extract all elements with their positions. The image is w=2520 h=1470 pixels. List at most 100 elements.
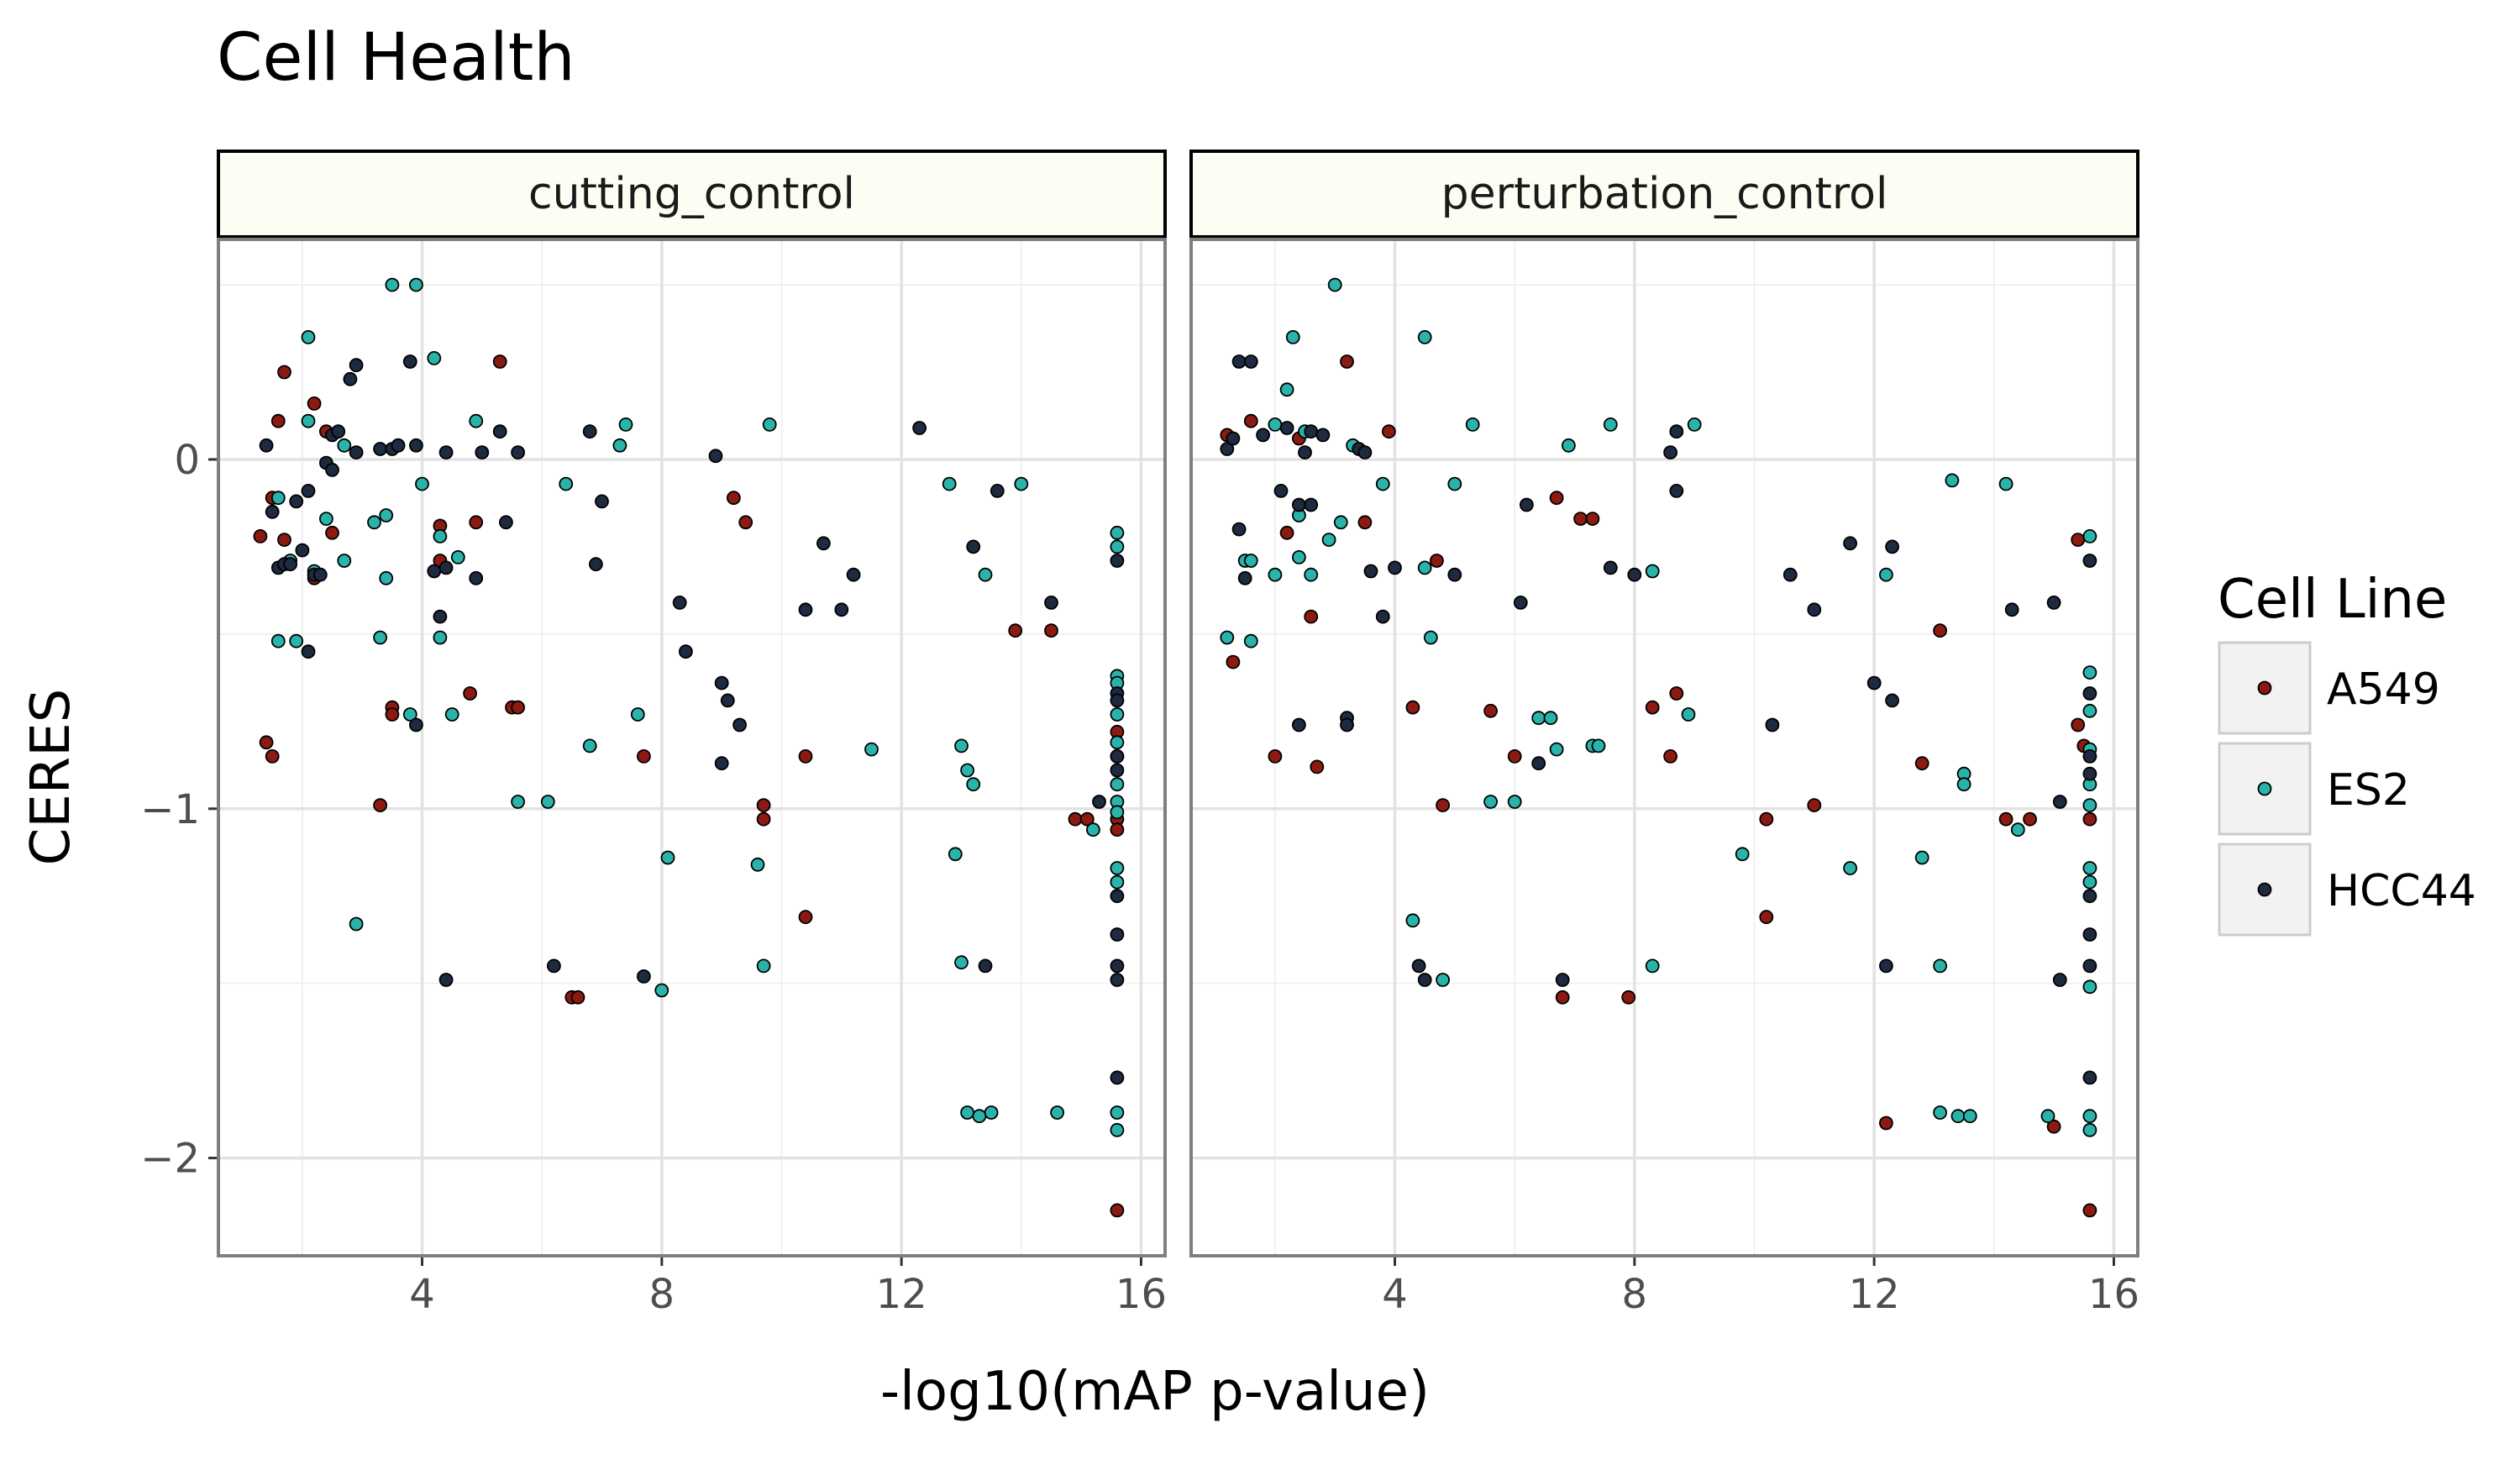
legend-entry-hcc44: HCC44 [2218,843,2476,937]
x-tick-label: 12 [1849,1271,1900,1318]
data-point [283,557,298,572]
data-point [1405,913,1420,928]
data-point [679,644,693,659]
y-axis-title: CERES [20,689,82,866]
data-point [1430,554,1444,568]
data-point [2052,795,2067,809]
data-point [912,421,927,435]
data-point [408,277,423,292]
data-point [1110,822,1125,837]
data-point [1962,1109,1977,1124]
data-point [492,354,507,369]
data-point [270,491,286,506]
data-point [1520,497,1534,512]
data-point [1549,491,1564,506]
data-point [1603,560,1618,575]
data-point [367,515,381,530]
data-point [1878,958,1893,974]
data-point [2082,703,2097,718]
data-point [312,567,328,582]
data-point [373,630,388,645]
legend-entry-a549: A549 [2218,641,2440,735]
data-point [1243,354,1258,369]
data-point [475,445,490,459]
data-point [1807,602,1822,617]
data-point [1079,811,1095,827]
series-hcc44 [259,354,1125,1085]
data-point [2082,749,2097,764]
data-point [408,717,423,732]
data-point [1585,512,1600,526]
data-point [756,811,771,827]
data-point [637,749,651,764]
data-point [708,449,723,464]
data-point [402,707,417,722]
data-point [798,749,813,764]
data-point [1531,756,1546,771]
y-tick-label: 0 [174,437,200,484]
x-tick-label: 8 [649,1271,675,1318]
data-point [1327,277,1342,292]
data-point [1885,539,1900,554]
legend-label: ES2 [2327,765,2410,816]
data-point [391,438,406,453]
data-point [798,602,813,617]
data-point [1273,484,1289,498]
data-point [1110,1070,1125,1085]
data-point [654,983,669,998]
data-point [1417,329,1432,344]
data-point [1950,1109,1966,1124]
data-point [547,958,561,974]
data-point [1591,738,1606,753]
legend-key-point [2257,680,2272,696]
data-point [349,358,364,373]
data-point [1885,693,1900,708]
data-point [415,476,429,491]
data-point [630,707,645,722]
data-point [2082,1122,2097,1137]
legend-key-point [2257,882,2272,897]
data-point [1357,445,1373,459]
data-point [1298,445,1312,459]
data-point [582,738,597,753]
data-point [499,515,513,530]
panel-background [218,239,1165,1256]
data-point [1645,958,1660,974]
data-point [1110,1203,1125,1218]
data-point [1513,596,1528,610]
data-point [1014,476,1029,491]
data-point [1573,512,1588,526]
data-point [1878,567,1893,582]
panel-border [1189,238,2139,1257]
data-point [720,693,735,708]
data-point [2046,596,2061,610]
data-point [438,445,454,459]
data-point [259,438,274,453]
data-point [762,417,777,432]
data-point [1645,700,1660,715]
data-point [1933,623,1948,638]
data-point [1110,958,1125,974]
data-point [834,602,849,617]
data-point [2082,874,2097,890]
data-point [672,596,687,610]
data-point [1363,564,1378,579]
data-point [1110,554,1125,568]
data-point [1663,749,1677,764]
panel-background [1191,239,2138,1256]
data-point [438,560,454,575]
facet-strip [217,150,1167,239]
data-point [1092,795,1106,809]
data-point [492,424,507,439]
data-point [402,354,417,369]
data-point [1008,623,1023,638]
data-point [2071,533,2086,547]
data-point [1226,431,1241,446]
data-point [2004,602,2019,617]
data-point [408,438,423,453]
legend-key-point [2257,781,2272,796]
data-point [1110,777,1125,792]
data-point [1878,1116,1893,1131]
data-point [1340,717,1354,732]
